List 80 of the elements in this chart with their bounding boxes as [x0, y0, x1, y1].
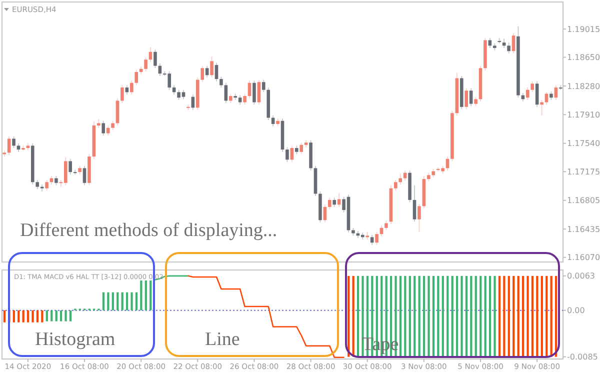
- bar: [554, 276, 558, 357]
- bar: [64, 310, 67, 322]
- bar: [107, 292, 110, 310]
- y-tick-label: 1.16805: [567, 196, 600, 206]
- bar: [522, 276, 524, 357]
- bar: [414, 276, 416, 357]
- y-tick-label: 1.17175: [567, 167, 600, 176]
- bar: [442, 276, 444, 357]
- bar: [356, 276, 360, 357]
- bar: [470, 276, 472, 357]
- bar: [112, 292, 114, 310]
- bar: [531, 276, 534, 357]
- bar: [36, 310, 39, 322]
- bar: [546, 276, 548, 357]
- bar: [50, 310, 53, 322]
- bar: [126, 292, 128, 310]
- bar: [503, 276, 506, 357]
- bar: [460, 276, 463, 357]
- annotation: Different methods of displaying...: [20, 220, 278, 241]
- bar: [480, 276, 482, 357]
- bar: [536, 276, 538, 357]
- bar: [399, 276, 402, 357]
- bar: [116, 292, 119, 310]
- annotation: Histogram: [35, 329, 116, 350]
- bar: [144, 280, 147, 310]
- bar: [130, 292, 133, 310]
- annotation: Tape: [362, 334, 399, 355]
- bar: [512, 276, 515, 357]
- bar: [121, 292, 124, 310]
- bar: [60, 310, 62, 322]
- bar: [474, 276, 477, 357]
- bar: [451, 276, 454, 357]
- y-tick-label: 1.19015: [567, 24, 600, 34]
- bar: [12, 310, 15, 322]
- y-tick-label: -0.0085: [567, 352, 598, 362]
- bar: [550, 276, 552, 357]
- bar: [46, 310, 48, 322]
- bar: [432, 276, 435, 357]
- y-tick-label: 0.00: [567, 306, 585, 316]
- bar: [498, 276, 501, 357]
- bar: [26, 310, 30, 322]
- y-tick-label: 1.16435: [567, 224, 600, 234]
- bar: [362, 276, 364, 357]
- bar: [456, 276, 458, 357]
- line-series: [188, 275, 344, 358]
- y-tick-label: 1.16070: [567, 253, 600, 262]
- bar: [348, 276, 350, 357]
- bar: [69, 310, 72, 322]
- bar: [446, 276, 449, 357]
- bar: [494, 276, 496, 357]
- bar: [437, 276, 440, 357]
- bar: [526, 276, 529, 357]
- bar: [488, 276, 492, 357]
- bar: [55, 310, 58, 322]
- bar: [102, 292, 105, 310]
- bar: [428, 276, 430, 357]
- y-tick-label: 0.0063: [567, 272, 595, 281]
- bar: [32, 310, 34, 322]
- y-tick-label: 1.17540: [567, 139, 600, 148]
- y-tick-label: 1.18650: [567, 53, 600, 62]
- bar: [422, 276, 426, 357]
- bar: [22, 310, 24, 322]
- bar: [517, 276, 520, 357]
- y-tick-label: 1.18280: [567, 82, 600, 91]
- bar: [484, 276, 486, 357]
- bar: [352, 276, 354, 357]
- bar: [18, 310, 20, 322]
- bar: [508, 276, 510, 357]
- bar: [150, 280, 152, 310]
- annotation: Line: [205, 329, 240, 350]
- bar: [540, 276, 543, 357]
- bar: [418, 276, 420, 357]
- bar: [41, 310, 44, 322]
- bar: [3, 310, 6, 322]
- bar: [408, 276, 411, 357]
- bar: [135, 292, 138, 310]
- bar: [404, 276, 406, 357]
- bar: [140, 280, 142, 310]
- y-tick-label: 1.17910: [567, 110, 600, 120]
- bar: [465, 276, 468, 357]
